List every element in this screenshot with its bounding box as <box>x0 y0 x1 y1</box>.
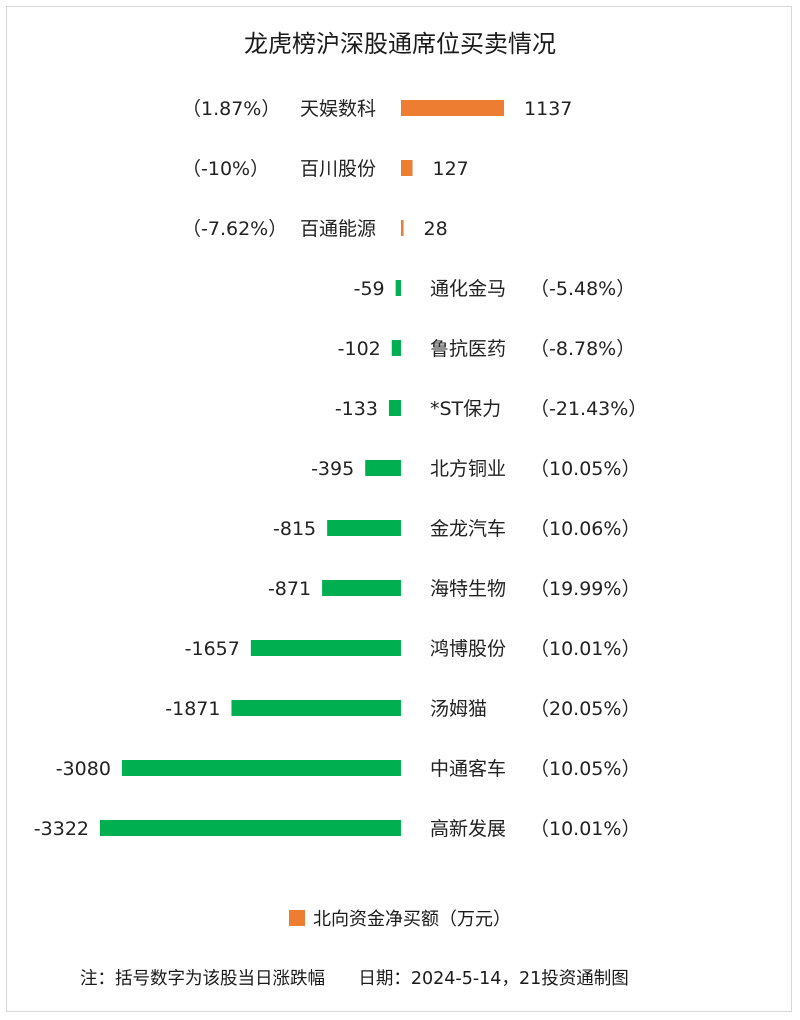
change-label: （-8.78%） <box>530 338 635 360</box>
category-label: 高新发展 <box>430 818 506 840</box>
bar <box>391 340 401 356</box>
bar <box>322 580 401 596</box>
category-label: *ST保力 <box>430 398 501 420</box>
category-label: 金龙汽车 <box>430 518 506 540</box>
value-label: -133 <box>335 398 378 420</box>
legend: 北向资金净买额（万元） <box>0 905 800 931</box>
value-label: -1657 <box>185 638 240 660</box>
category-label: 鲁抗医药 <box>430 338 506 360</box>
bar <box>401 220 404 236</box>
change-label: （10.01%） <box>530 638 640 660</box>
value-label: -395 <box>311 458 354 480</box>
bar <box>365 460 401 476</box>
category-label: 中通客车 <box>430 758 506 780</box>
change-label: （10.05%） <box>530 458 640 480</box>
legend-swatch <box>289 910 305 926</box>
change-label: （19.99%） <box>530 578 640 600</box>
value-label: -3322 <box>34 818 89 840</box>
bar <box>401 160 413 176</box>
change-label: （-7.62%） <box>182 218 287 240</box>
bar <box>401 100 505 116</box>
category-label: 百通能源 <box>300 218 376 240</box>
bar <box>100 820 401 836</box>
chart-title: 龙虎榜沪深股通席位买卖情况 <box>244 30 556 58</box>
value-label: 1137 <box>524 98 572 120</box>
change-label: （1.87%） <box>182 98 280 120</box>
category-label: 通化金马 <box>430 278 506 300</box>
bar <box>231 700 401 716</box>
category-label: 百川股份 <box>300 158 376 180</box>
value-label: -3080 <box>56 758 111 780</box>
footnote: 注：括号数字为该股当日涨跌幅 日期：2024-5-14，21投资通制图 <box>80 969 629 989</box>
legend-label: 北向资金净买额（万元） <box>313 909 511 930</box>
value-label: -59 <box>354 278 385 300</box>
change-label: （10.05%） <box>530 758 640 780</box>
change-label: （-10%） <box>182 158 269 180</box>
category-label: 汤姆猫 <box>430 698 487 720</box>
bar <box>327 520 401 536</box>
change-label: （-21.43%） <box>530 398 647 420</box>
change-label: （10.06%） <box>530 518 640 540</box>
bar <box>121 760 401 776</box>
change-label: （20.05%） <box>530 698 640 720</box>
category-label: 海特生物 <box>430 578 506 600</box>
bar <box>250 640 401 656</box>
bar <box>395 280 401 296</box>
category-label: 鸿博股份 <box>430 638 506 660</box>
value-label: -102 <box>338 338 381 360</box>
value-label: 28 <box>424 218 448 240</box>
value-label: 127 <box>433 158 469 180</box>
change-label: （-5.48%） <box>530 278 635 300</box>
category-label: 北方铜业 <box>430 458 506 480</box>
chart-frame <box>6 6 792 1012</box>
bar <box>388 400 401 416</box>
value-label: -815 <box>273 518 316 540</box>
change-label: （10.01%） <box>530 818 640 840</box>
category-label: 天娱数科 <box>300 98 376 120</box>
value-label: -1871 <box>165 698 220 720</box>
value-label: -871 <box>268 578 311 600</box>
